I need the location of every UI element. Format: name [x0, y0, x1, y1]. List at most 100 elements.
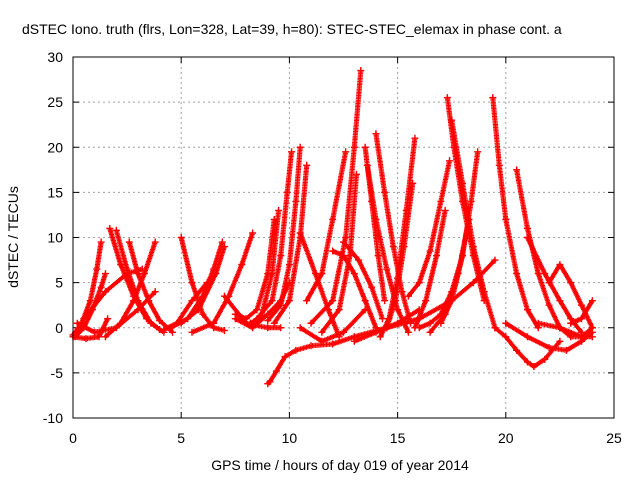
point-46-0 — [523, 234, 531, 241]
point-28-1 — [355, 256, 363, 264]
point-16-3 — [275, 206, 283, 214]
y-tick-label-7: 25 — [47, 94, 63, 110]
point-43-3 — [545, 301, 553, 309]
point-29-0 — [361, 143, 369, 151]
point-7-3 — [140, 270, 148, 278]
x-axis-label: GPS time / hours of day 019 of year 2014 — [211, 457, 469, 473]
point-25-0 — [307, 319, 315, 327]
y-tick-label-1: -5 — [51, 365, 64, 381]
point-32-0 — [376, 333, 384, 341]
point-45-2 — [545, 344, 553, 352]
series-19 — [264, 143, 304, 325]
point-21-11 — [469, 279, 477, 287]
plot-frame — [72, 56, 615, 419]
point-50-3 — [588, 333, 596, 341]
point-41-2 — [454, 270, 462, 278]
point-42-0 — [489, 94, 497, 102]
point-47-2 — [567, 279, 575, 287]
series-14 — [231, 215, 278, 323]
point-13-2 — [188, 297, 196, 305]
point-45-1 — [523, 333, 531, 341]
point-27-3 — [361, 297, 369, 305]
point-31-3 — [398, 288, 406, 296]
point-24-0 — [296, 324, 304, 332]
point-31-4 — [407, 319, 415, 327]
point-25-4 — [357, 67, 365, 75]
series-35 — [404, 157, 454, 300]
data-series — [69, 67, 596, 388]
series-50 — [534, 319, 596, 341]
point-27-0 — [329, 247, 337, 255]
point-46-1 — [541, 270, 549, 278]
point-1-3 — [97, 283, 105, 291]
point-50-2 — [578, 333, 586, 341]
series-42-markers — [490, 95, 541, 330]
point-17-2 — [264, 324, 272, 332]
point-42-4 — [523, 306, 531, 314]
series-49 — [567, 297, 596, 327]
point-26-1 — [335, 306, 343, 314]
point-21-1 — [266, 378, 274, 386]
point-18-0 — [253, 315, 261, 323]
series-11 — [177, 243, 228, 327]
point-44-2 — [513, 346, 521, 354]
point-15-2 — [264, 310, 272, 318]
point-35-1 — [415, 279, 423, 287]
point-0-2 — [86, 297, 94, 305]
series-28 — [340, 238, 386, 323]
point-4-0 — [106, 224, 114, 232]
point-30-0 — [363, 161, 371, 169]
point-39-0 — [448, 116, 456, 124]
point-10-4 — [218, 238, 226, 246]
point-0-3 — [93, 265, 101, 273]
point-45-3 — [562, 346, 570, 354]
point-19-0 — [264, 317, 272, 325]
point-23-3 — [342, 148, 350, 156]
point-2-1 — [91, 328, 99, 336]
point-37-0 — [415, 324, 423, 332]
point-7-4 — [151, 238, 159, 246]
point-16-2 — [268, 270, 276, 278]
point-44-1 — [502, 333, 510, 341]
x-tick-label-2: 10 — [282, 430, 298, 446]
point-28-2 — [368, 283, 376, 291]
point-11-3 — [220, 243, 228, 251]
point-9-1 — [188, 279, 196, 287]
point-46-2 — [556, 297, 564, 305]
point-7-2 — [130, 297, 138, 305]
point-38-0 — [443, 94, 451, 102]
point-34-2 — [394, 319, 402, 327]
series-27 — [329, 247, 380, 332]
point-19-3 — [292, 197, 300, 205]
point-42-3 — [513, 270, 521, 278]
point-37-1 — [426, 319, 434, 327]
y-tick-labels: -10 -5 0 5 10 15 20 25 30 — [43, 49, 63, 426]
point-47-3 — [578, 301, 586, 309]
y-tick-label-5: 15 — [47, 184, 63, 200]
series-23 — [303, 148, 350, 305]
series-45 — [502, 319, 596, 354]
point-2-0 — [73, 319, 81, 327]
point-42-1 — [495, 161, 503, 169]
point-29-2 — [374, 252, 382, 260]
point-25-1 — [329, 297, 337, 305]
point-21-5 — [307, 342, 315, 350]
point-39-1 — [459, 179, 467, 187]
x-tick-label-4: 20 — [498, 430, 514, 446]
point-24-1 — [318, 337, 326, 345]
point-49-0 — [567, 319, 575, 327]
point-30-3 — [394, 306, 402, 314]
point-33-2 — [400, 243, 408, 251]
point-12-3 — [238, 261, 246, 269]
point-31-0 — [372, 130, 380, 138]
series-8 — [80, 265, 146, 323]
point-26-0 — [318, 328, 326, 336]
point-35-4 — [446, 157, 454, 165]
point-30-4 — [404, 328, 412, 336]
point-20-3 — [303, 161, 311, 169]
x-tick-label-3: 15 — [390, 430, 406, 446]
point-43-1 — [523, 224, 531, 232]
point-50-1 — [556, 324, 564, 332]
series-31 — [372, 130, 415, 327]
